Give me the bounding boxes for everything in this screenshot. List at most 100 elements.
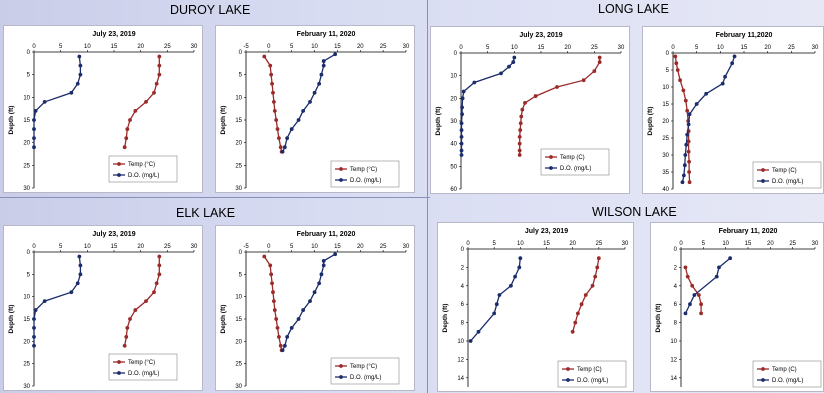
y-tick-label: 50 (450, 164, 457, 170)
data-point (32, 317, 36, 321)
x-tick-label: 0 (459, 45, 463, 51)
data-point (32, 136, 36, 141)
x-tick-label: 0 (32, 244, 36, 250)
x-tick-label: 5 (695, 45, 699, 51)
data-point (144, 299, 148, 304)
data-point (519, 114, 524, 119)
x-tick-label: 15 (538, 45, 545, 51)
chart-panel-duroy-feb: February 11, 2020 -5 0 5 10 15 20 25 30 0 5 10 15 20 2… (215, 25, 415, 193)
data-point (686, 122, 691, 127)
data-point (321, 63, 326, 68)
data-point (157, 72, 162, 77)
data-point (494, 302, 499, 307)
y-tick-label: 4 (461, 284, 465, 290)
data-point (579, 302, 584, 307)
data-point (319, 272, 324, 277)
x-tick-label: -5 (243, 244, 249, 250)
data-point (595, 265, 600, 270)
legend-box (557, 360, 627, 388)
x-tick-label: 30 (622, 241, 629, 247)
x-tick-label: 10 (311, 44, 318, 50)
y-tick-label: 15 (662, 102, 669, 108)
data-point (685, 108, 690, 113)
data-point (683, 98, 688, 103)
legend-entry: Temp (C) (772, 168, 797, 174)
data-point (277, 136, 281, 141)
series-line-1 (681, 56, 736, 183)
data-point (468, 339, 473, 343)
x-tick-label: 0 (267, 44, 271, 50)
data-point (511, 60, 516, 64)
data-point (33, 109, 38, 113)
y-tick-label: 12 (670, 357, 677, 363)
chart-panel-duroy-jul: July 23, 2019 0 5 10 15 20 25 30 0 5 10 15 20 25 30 Dep… (3, 25, 203, 193)
x-tick-label: 25 (595, 241, 602, 247)
chart-svg: July 23, 2019 0 5 10 15 20 25 30 0 5 10 15 20 25 30 Dep… (8, 31, 198, 192)
data-point (124, 136, 129, 141)
legend-entry: Temp (°C) (128, 360, 155, 366)
data-point (271, 299, 276, 304)
y-tick-label: 10 (235, 95, 242, 101)
y-tick-label: 25 (235, 163, 242, 169)
y-tick-label: 12 (457, 357, 464, 363)
data-point (730, 61, 735, 66)
x-tick-label: 10 (84, 44, 91, 50)
data-point (460, 112, 464, 117)
legend-entry: Temp (C) (772, 367, 797, 373)
data-point (78, 272, 83, 277)
legend-entry: D.O. (mg/L) (560, 166, 591, 172)
x-tick-label: 0 (679, 241, 683, 247)
data-point (492, 311, 497, 316)
y-tick-label: 20 (23, 339, 30, 345)
y-tick-label: 30 (235, 186, 242, 192)
x-tick-label: 10 (84, 244, 91, 250)
data-point (154, 281, 159, 286)
data-point (699, 311, 703, 316)
x-tick-label: 25 (164, 244, 171, 250)
data-point (280, 348, 285, 353)
series-line-1 (470, 258, 521, 342)
y-axis-label: Depth (ft) (8, 106, 15, 135)
vertical-divider (427, 0, 428, 393)
data-point (296, 317, 301, 321)
chart-svg: February 11,2020 0 5 10 15 20 25 30 0 5 10 15 20 25 30… (647, 32, 822, 193)
duroy-lake-title: DUROY LAKE (170, 3, 251, 17)
y-axis-label: Depth (ft) (647, 107, 654, 136)
data-point (732, 54, 737, 59)
x-tick-label: 5 (59, 44, 63, 50)
chart-svg: July 23, 2019 0 5 10 15 20 25 30 0 5 10 15 20 25 30 Dep… (8, 231, 198, 390)
x-tick-label: 30 (191, 44, 198, 50)
chart-panel-long-feb: February 11,2020 0 5 10 15 20 25 30 0 5 10 15 20 25 30… (642, 26, 824, 194)
data-point (476, 329, 481, 334)
x-tick-label: 5 (492, 241, 496, 247)
y-tick-label: 10 (23, 295, 30, 301)
data-point (271, 90, 275, 95)
chart-svg: February 11, 2020 0 5 10 15 20 25 30 0 2 4 6 8 10 12 14… (655, 228, 822, 388)
x-tick-label: 30 (403, 44, 410, 50)
legend-marker (339, 375, 343, 379)
wilson-lake-title: WILSON LAKE (592, 205, 677, 219)
y-tick-label: 10 (235, 295, 242, 301)
data-point (312, 290, 317, 295)
y-tick-label: 20 (23, 141, 30, 147)
data-point (278, 343, 283, 348)
horizontal-divider (0, 197, 430, 198)
data-point (280, 149, 285, 154)
data-point (704, 91, 709, 96)
legend-marker (339, 364, 343, 368)
data-point (699, 302, 703, 307)
chart-title: February 11, 2020 (297, 231, 356, 238)
data-point (687, 112, 692, 117)
data-point (459, 153, 464, 157)
y-tick-label: 40 (662, 187, 669, 193)
data-point (684, 142, 689, 147)
data-point (682, 163, 687, 168)
chart-svg: July 23, 2019 0 5 10 15 20 25 30 0 2 4 6 8 10 12 14 Dept… (442, 228, 629, 388)
data-point (277, 334, 281, 339)
data-point (301, 308, 306, 312)
data-point (686, 139, 691, 144)
data-point (32, 334, 36, 339)
data-point (154, 81, 159, 86)
legend-box (330, 160, 400, 188)
data-point (321, 59, 326, 63)
